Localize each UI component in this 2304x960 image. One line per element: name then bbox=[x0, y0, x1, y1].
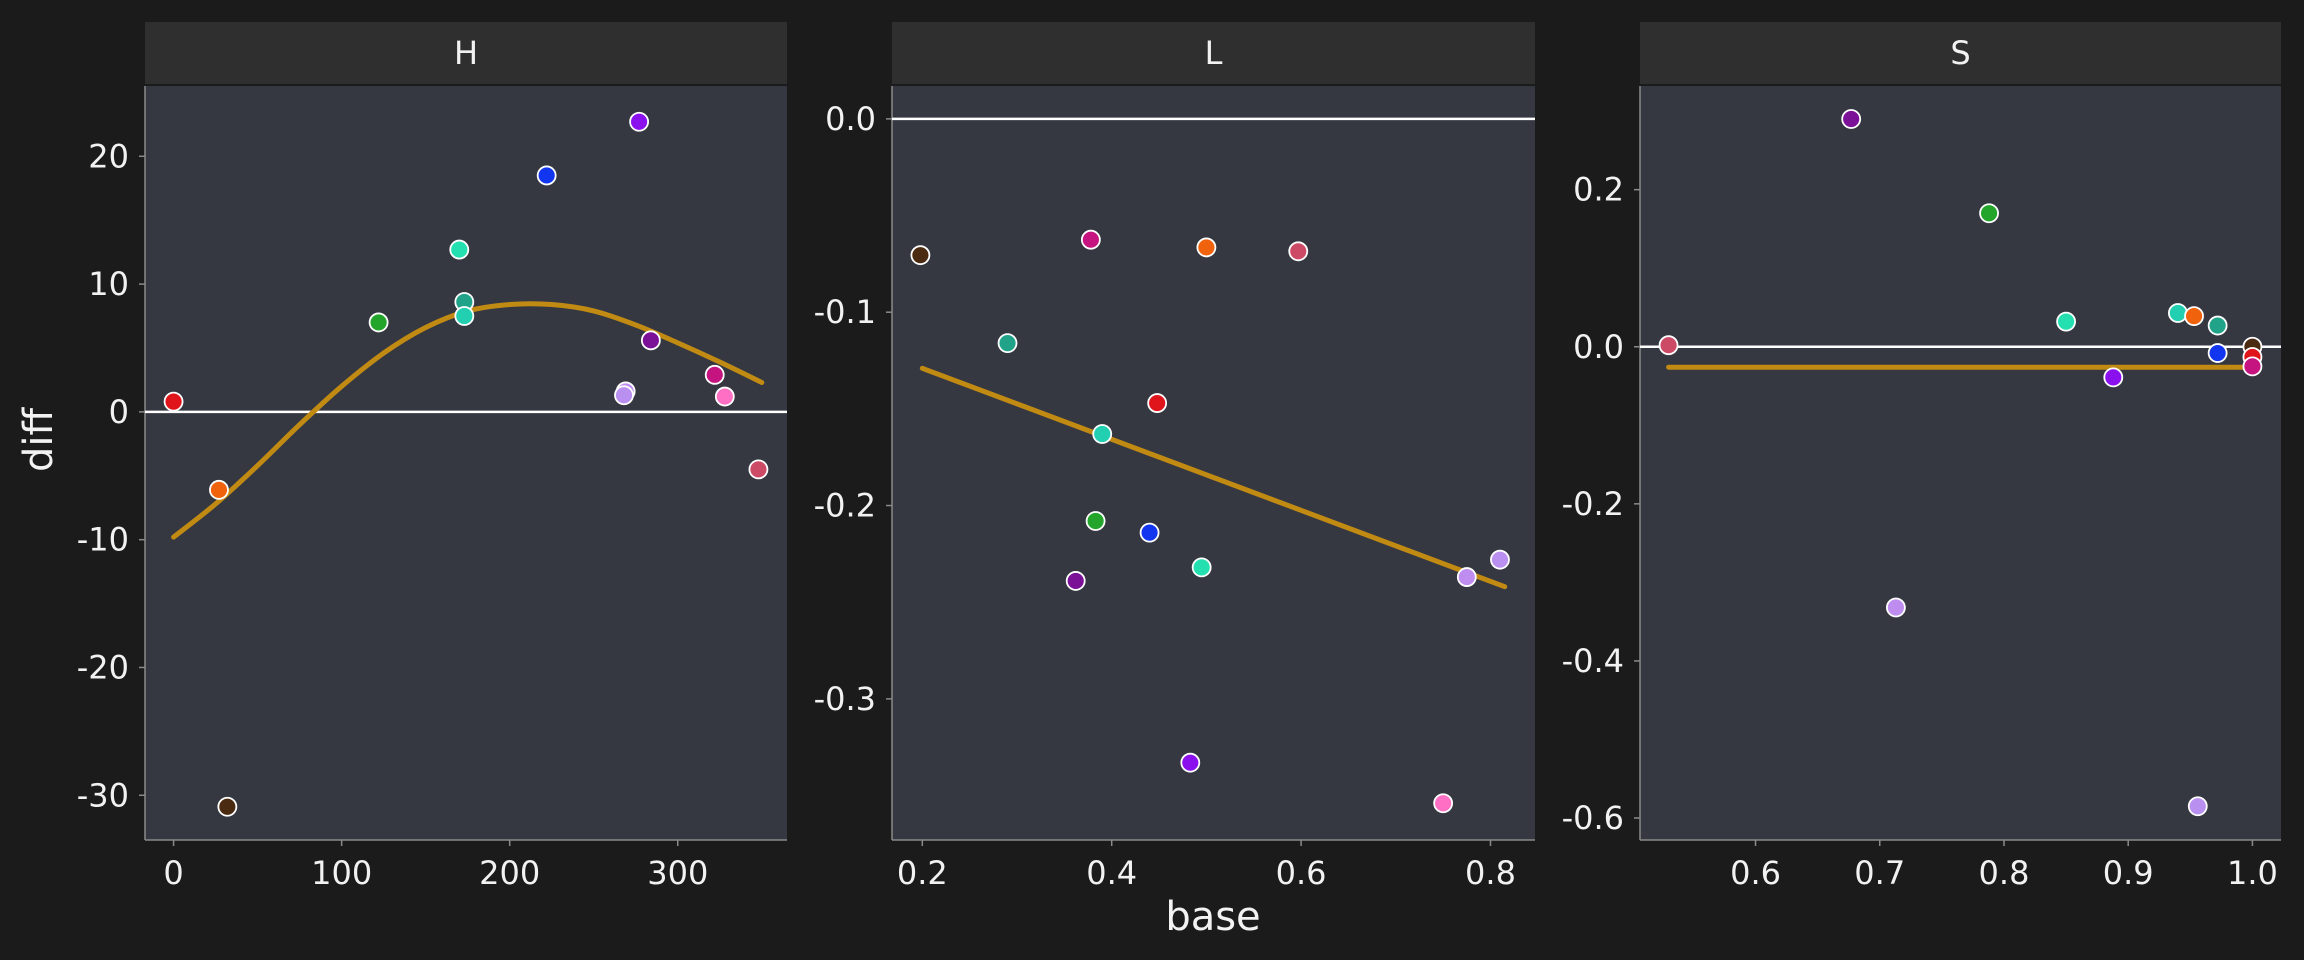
x-axis-title: base bbox=[1165, 894, 1260, 940]
y-tick-label: 0.0 bbox=[1573, 328, 1624, 366]
y-tick-label: -10 bbox=[77, 521, 129, 559]
data-point bbox=[2184, 306, 2204, 327]
x-tick-label: 0.2 bbox=[897, 854, 948, 892]
data-point bbox=[2207, 343, 2228, 363]
data-point bbox=[629, 111, 650, 132]
data-point bbox=[1658, 335, 1679, 356]
data-point bbox=[536, 165, 557, 186]
plot-area bbox=[892, 86, 1535, 840]
data-point bbox=[704, 364, 725, 385]
x-tick-label: 0.7 bbox=[1854, 854, 1905, 892]
y-tick-label: -0.2 bbox=[1562, 485, 1624, 523]
data-point bbox=[614, 385, 634, 406]
data-point bbox=[1288, 241, 1309, 262]
y-tick-label: -0.2 bbox=[814, 487, 876, 525]
data-point bbox=[1196, 237, 1217, 258]
x-tick-label: 100 bbox=[311, 854, 372, 892]
fit-line bbox=[919, 365, 1508, 590]
data-point bbox=[2167, 303, 2188, 323]
y-axis-title: diff bbox=[16, 407, 62, 473]
data-point bbox=[1886, 597, 1906, 618]
panel-l: L -0.3 -0.2 -0.1 0.0 0.2 0.4 0.6 0.8 bbox=[814, 22, 1535, 892]
data-point bbox=[2207, 315, 2228, 336]
data-point bbox=[910, 245, 931, 266]
y-tick-label: 20 bbox=[88, 137, 129, 175]
data-point bbox=[1147, 393, 1168, 413]
data-point bbox=[2187, 796, 2208, 817]
data-point bbox=[1191, 557, 1212, 578]
facet-strip bbox=[145, 22, 787, 84]
y-tick-label: -30 bbox=[77, 776, 129, 814]
data-point bbox=[1080, 229, 1101, 250]
x-tick-label: 0 bbox=[163, 854, 183, 892]
facet-strip bbox=[1640, 22, 2281, 84]
data-point bbox=[1841, 109, 1862, 129]
data-point bbox=[748, 459, 769, 480]
data-point bbox=[640, 330, 661, 351]
data-point bbox=[1979, 203, 1999, 224]
x-tick-label: 200 bbox=[479, 854, 540, 892]
x-tick-label: 1.0 bbox=[2227, 854, 2278, 892]
data-point bbox=[1180, 752, 1201, 773]
data-point bbox=[2056, 311, 2076, 332]
facet-strip-label: S bbox=[1950, 34, 1970, 72]
data-point bbox=[1433, 793, 1454, 814]
data-point bbox=[1092, 424, 1113, 444]
x-tick-label: 0.8 bbox=[1979, 854, 2030, 892]
data-point bbox=[1085, 511, 1106, 531]
y-tick-label: -0.6 bbox=[1562, 799, 1624, 837]
data-point bbox=[1490, 549, 1510, 570]
x-tick-label: 0.9 bbox=[2103, 854, 2154, 892]
data-point bbox=[368, 312, 389, 333]
y-tick-label: -0.3 bbox=[814, 680, 876, 718]
y-tick-label: 10 bbox=[88, 265, 129, 303]
data-point bbox=[449, 239, 470, 260]
y-tick-label: 0.2 bbox=[1573, 171, 1624, 209]
y-tick-label: 0.0 bbox=[825, 100, 876, 138]
plot-area bbox=[145, 86, 787, 840]
data-point bbox=[1065, 571, 1086, 591]
y-tick-label: -0.1 bbox=[814, 293, 876, 331]
data-point bbox=[2242, 356, 2263, 377]
x-tick-label: 0.6 bbox=[1276, 854, 1327, 892]
facet-strip-label: H bbox=[454, 34, 478, 72]
data-point bbox=[714, 386, 735, 407]
data-point bbox=[1456, 567, 1477, 587]
data-point bbox=[454, 306, 475, 326]
x-tick-label: 0.4 bbox=[1086, 854, 1137, 892]
x-tick-label: 300 bbox=[647, 854, 708, 892]
y-tick-label: -20 bbox=[77, 648, 129, 686]
facet-strip bbox=[892, 22, 1535, 84]
x-tick-label: 0.6 bbox=[1730, 854, 1781, 892]
plot-area bbox=[1640, 86, 2281, 840]
data-point bbox=[163, 391, 184, 412]
data-point bbox=[209, 479, 229, 500]
y-tick-label: 0 bbox=[109, 393, 129, 431]
panel-s: S -0.6 -0.4 -0.2 0.0 0.2 0.6 0.7 0.8 0.9 1.0 bbox=[1562, 22, 2281, 892]
data-point bbox=[1139, 522, 1160, 543]
data-point bbox=[997, 333, 1018, 354]
y-tick-label: -0.4 bbox=[1562, 642, 1624, 680]
data-point bbox=[2103, 367, 2124, 388]
x-tick-label: 0.8 bbox=[1465, 854, 1516, 892]
data-point bbox=[217, 796, 238, 817]
facet-strip-label: L bbox=[1205, 34, 1223, 72]
